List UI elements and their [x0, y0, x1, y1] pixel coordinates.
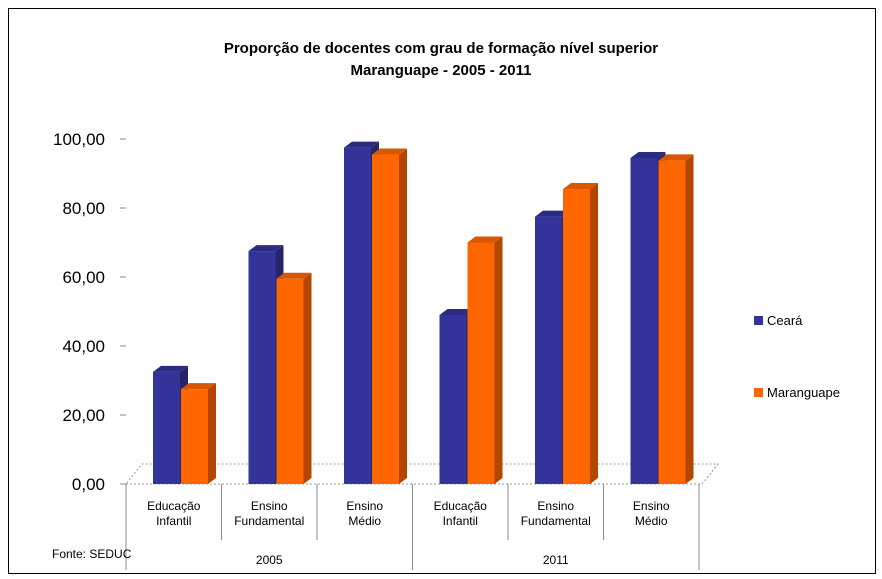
- y-tick-label: 60,00: [62, 268, 105, 287]
- bar-front: [630, 157, 658, 484]
- bar-front: [276, 278, 304, 484]
- bar-front: [181, 389, 208, 484]
- bar-front: [248, 251, 276, 484]
- bar-front: [153, 371, 180, 484]
- bar-side: [685, 154, 694, 484]
- chart-subtitle: Maranguape - 2005 - 2011: [350, 62, 532, 79]
- bar-front: [535, 216, 562, 484]
- bar-top: [372, 148, 407, 155]
- legend-label: Maranguape: [767, 385, 840, 400]
- bar-top: [439, 308, 475, 315]
- y-tick-label: 100,00: [53, 130, 105, 149]
- bar-front: [467, 242, 495, 484]
- bar-front: [658, 160, 686, 484]
- group-label: 2011: [543, 553, 569, 567]
- bar-top: [344, 141, 379, 148]
- chart-title: Proporção de docentes com grau de formaç…: [223, 40, 659, 57]
- category-label: Fundamental: [521, 514, 591, 528]
- bar-ceara: [248, 245, 284, 484]
- category-label: Ensino: [633, 499, 670, 513]
- category-label: Infantil: [156, 514, 191, 528]
- bar-top: [181, 383, 216, 390]
- bar-maranguape: [372, 148, 407, 484]
- category-label: Fundamental: [234, 514, 304, 528]
- bar-top: [535, 210, 570, 217]
- bar-top: [248, 245, 284, 252]
- bar-top: [467, 236, 503, 243]
- category-label: Infantil: [443, 514, 478, 528]
- category-label: Ensino: [346, 499, 383, 513]
- y-tick-label: 0,00: [72, 475, 105, 494]
- legend: Ceará Maranguape: [754, 313, 840, 400]
- bar-top: [563, 183, 598, 190]
- legend-swatch: [754, 388, 763, 397]
- category-label: Educação: [434, 499, 488, 513]
- bar-side: [399, 148, 407, 484]
- category-label: Educação: [147, 499, 201, 513]
- legend-label: Ceará: [767, 313, 803, 328]
- category-label: Médio: [635, 514, 668, 528]
- bar-front: [372, 154, 399, 484]
- bar-top: [630, 151, 666, 158]
- bar-front: [344, 147, 371, 484]
- bar-maranguape: [467, 236, 503, 484]
- source-note: Fonte: SEDUC: [52, 547, 132, 561]
- bar-front: [563, 189, 590, 484]
- y-tick-label: 40,00: [62, 337, 105, 356]
- category-axis: EducaçãoInfantilEnsinoFundamentalEnsinoM…: [125, 484, 700, 570]
- bar-side: [494, 236, 503, 484]
- bar-front: [439, 314, 467, 484]
- chart-title-block: Proporção de docentes com grau de formaç…: [0, 38, 882, 82]
- category-label: Médio: [348, 514, 381, 528]
- category-label: Ensino: [537, 499, 574, 513]
- bar-maranguape: [276, 272, 312, 484]
- bar-side: [590, 183, 598, 484]
- category-label: Ensino: [251, 499, 288, 513]
- bar-top: [658, 154, 694, 161]
- legend-swatch: [754, 316, 763, 325]
- bar-maranguape: [658, 154, 694, 484]
- group-label: 2005: [256, 553, 283, 567]
- bar-maranguape: [563, 183, 598, 484]
- bars: [153, 141, 694, 484]
- bar-maranguape: [181, 383, 216, 484]
- bar-top: [276, 272, 312, 279]
- y-tick-label: 80,00: [62, 199, 105, 218]
- y-tick-label: 20,00: [62, 406, 105, 425]
- bar-top: [153, 365, 188, 372]
- bar-side: [303, 272, 312, 484]
- y-axis: 0,00 20,00 40,00 60,00 80,00 100,00: [53, 130, 126, 494]
- bar-side: [208, 383, 216, 484]
